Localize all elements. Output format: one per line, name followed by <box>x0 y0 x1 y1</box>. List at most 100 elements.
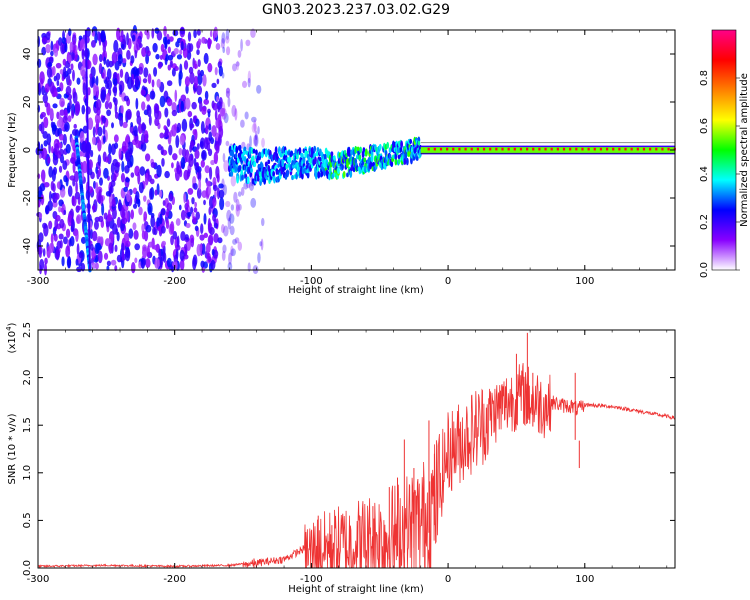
spectrogram-noise-blob <box>91 230 98 242</box>
spectrogram-noise-blob <box>65 143 71 154</box>
spectrogram-noise-blob <box>251 123 258 134</box>
spectrogram-noise-blob <box>231 104 237 117</box>
spectrogram-noise-blob <box>72 91 78 104</box>
spectrogram-noise-blob <box>235 198 240 212</box>
spectrogram-noise-blob <box>154 257 160 269</box>
spectrogram-noise-blob <box>187 188 194 195</box>
spectrogram-tone-point <box>569 147 572 151</box>
spectrogram-noise-blob <box>63 236 68 245</box>
spectrogram-tone-point <box>661 147 664 151</box>
spectrogram-noise-blob <box>181 118 188 132</box>
spectrogram-band-point <box>330 151 334 157</box>
spectrogram-noise-blob <box>250 28 256 39</box>
spectrogram-noise-blob <box>141 101 146 111</box>
spectrogram-noise-blob <box>143 211 148 222</box>
spectrogram-band-point <box>363 157 367 163</box>
spectrogram-noise-blob <box>184 234 189 241</box>
spectrogram-noise-blob <box>79 130 85 144</box>
spectrogram-noise-blob <box>116 254 122 263</box>
spectrogram-noise-blob <box>120 206 126 219</box>
spectrogram-noise-blob <box>111 122 114 129</box>
spectrogram-tone-point <box>501 147 504 151</box>
spectrogram-band-point <box>341 163 344 171</box>
spectrogram-noise-blob <box>50 180 55 191</box>
spectrogram-noise-blob <box>105 190 111 197</box>
spectrogram-noise-blob <box>76 77 81 85</box>
spectrogram-band-point <box>279 151 283 158</box>
spectrogram-noise-blob <box>63 93 68 99</box>
spectrogram-noise-blob <box>61 36 67 45</box>
spectrogram-noise-blob <box>212 102 218 111</box>
spectrogram-noise-blob <box>157 226 161 232</box>
spectrogram-noise-blob <box>240 38 243 52</box>
spectrogram-noise-blob <box>111 51 118 64</box>
spectrogram-noise-blob <box>170 235 174 246</box>
spectrogram-noise-blob <box>216 95 219 103</box>
spectrogram-band-point <box>306 171 310 179</box>
spectrogram-noise-blob <box>210 259 216 270</box>
spectrogram-noise-blob <box>121 58 127 64</box>
spectrogram-band-point <box>390 160 394 168</box>
spectrogram-noise-blob <box>111 207 117 220</box>
spectrogram-band-point <box>290 150 294 157</box>
spectrogram-noise-blob <box>76 215 80 224</box>
spectrogram-noise-blob <box>189 71 195 85</box>
spectrogram-noise-blob <box>169 36 174 42</box>
spectrogram-noise-blob <box>63 209 67 216</box>
spectrogram-noise-blob <box>244 111 249 120</box>
spectrogram-noise-blob <box>227 96 231 108</box>
spectrogram-noise-blob <box>136 67 140 77</box>
spectrogram-noise-blob <box>72 69 75 82</box>
spectrogram-noise-blob <box>135 191 140 202</box>
spectrogram-noise-blob <box>160 43 165 53</box>
spectrogram-noise-blob <box>69 235 75 247</box>
spectrogram-tone-point <box>562 147 566 151</box>
spectrogram-noise-blob <box>71 109 75 119</box>
spectrogram-noise-blob <box>131 34 136 42</box>
spectrogram-noise-blob <box>98 215 104 223</box>
spectrogram-noise-blob <box>179 27 185 35</box>
spectrogram-noise-blob <box>186 169 191 178</box>
spectrogram-noise-blob <box>225 200 231 208</box>
spectrogram-noise-blob <box>55 248 60 259</box>
spectrogram-noise-blob <box>210 159 215 166</box>
spectrogram-band-point <box>253 161 257 168</box>
spectrogram-noise-blob <box>138 206 143 216</box>
spectrogram-noise-blob <box>206 180 211 188</box>
spectrogram-noise-blob <box>113 142 119 150</box>
spectrogram-noise-blob <box>98 53 103 63</box>
snr-x-tick-label: -200 <box>163 574 186 585</box>
spectrogram-noise-blob <box>247 262 251 272</box>
spectrogram-noise-blob <box>230 175 237 187</box>
spectrogram-noise-blob <box>149 178 155 185</box>
spectrogram-noise-blob <box>171 109 178 117</box>
spectrogram-noise-blob <box>225 140 230 147</box>
spectrogram-x-tick-label: 100 <box>575 276 594 287</box>
spectrogram-noise-blob <box>221 250 226 262</box>
spectrogram-noise-blob <box>194 201 197 208</box>
spectrogram-tone-point <box>476 147 479 151</box>
spectrogram-noise-blob <box>117 54 123 65</box>
spectrogram-noise-blob <box>97 250 103 264</box>
spectrogram-noise-blob <box>214 66 218 76</box>
spectrogram-noise-blob <box>106 214 113 222</box>
spectrogram-noise-blob <box>44 263 48 276</box>
spectrogram-noise-blob <box>163 125 167 131</box>
spectrogram-band-point <box>359 146 363 154</box>
spectrogram-noise-blob <box>140 89 146 96</box>
spectrogram-noise-blob <box>118 148 122 160</box>
spectrogram-noise-blob <box>259 241 263 247</box>
spectrogram-noise-blob <box>136 115 142 125</box>
spectrogram-noise-blob <box>225 87 231 94</box>
spectrogram-noise-blob <box>133 230 139 240</box>
spectrogram-noise-blob <box>59 239 63 249</box>
spectrogram-noise-blob <box>139 166 146 176</box>
spectrogram-noise-blob <box>106 92 111 103</box>
spectrogram-noise-blob <box>253 135 258 147</box>
spectrogram-noise-blob <box>158 248 162 260</box>
spectrogram-noise-blob <box>158 189 163 198</box>
spectrogram-band-point <box>246 176 250 185</box>
spectrogram-noise-blob <box>106 109 112 117</box>
spectrogram-tone-point <box>655 147 658 151</box>
spectrogram-noise-blob <box>104 100 110 110</box>
